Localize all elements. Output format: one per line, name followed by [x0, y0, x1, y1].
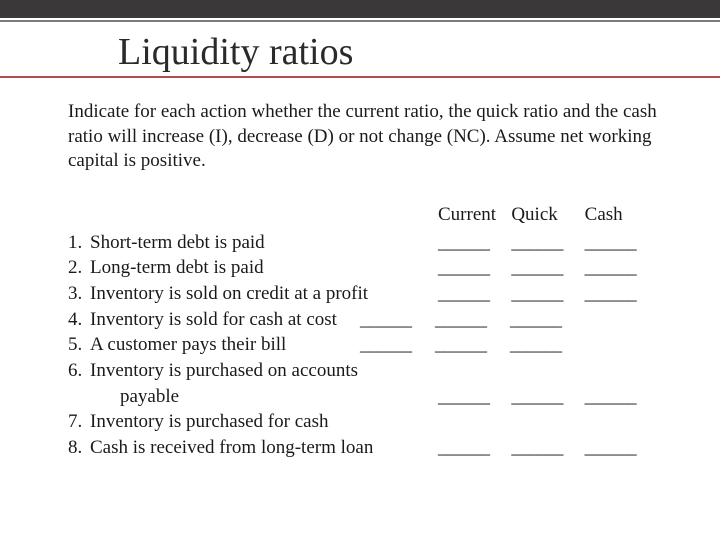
- row-label: Cash is received from long-term loan: [90, 435, 438, 461]
- row-label: A customer pays their bill: [90, 332, 360, 358]
- table-row: 4. Inventory is sold for cash at cost __…: [68, 307, 658, 333]
- table-row: 6. Inventory is purchased on accounts: [68, 358, 658, 384]
- row-label: Long-term debt is paid: [90, 255, 438, 281]
- row-label-cont: payable: [90, 384, 438, 410]
- row-label: Inventory is sold on credit at a profit: [90, 281, 438, 307]
- row-label: Inventory is purchased on accounts: [90, 358, 438, 384]
- blank-cell: ______: [510, 307, 585, 333]
- row-label: Short-term debt is paid: [90, 230, 438, 256]
- blank-cell: ______: [438, 281, 511, 307]
- header-cash: Cash: [585, 202, 658, 228]
- table-row: 2. Long-term debt is paid ______ ______ …: [68, 255, 658, 281]
- blank-cell: ______: [511, 255, 584, 281]
- table-row: 5. A customer pays their bill ______ ___…: [68, 332, 658, 358]
- row-number: 2.: [68, 255, 90, 281]
- ratio-table: Current Quick Cash 1. Short-term debt is…: [68, 202, 658, 460]
- header-quick: Quick: [511, 202, 584, 228]
- blank-cell: ______: [438, 255, 511, 281]
- blank-cell: ______: [435, 332, 510, 358]
- blank-cell: ______: [510, 332, 585, 358]
- blank-cell: ______: [511, 435, 584, 461]
- intro-text: Indicate for each action whether the cur…: [68, 100, 658, 174]
- table-row: 8. Cash is received from long-term loan …: [68, 435, 658, 461]
- blank-cell: ______: [585, 435, 658, 461]
- header-current: Current: [438, 202, 511, 228]
- row-number: 8.: [68, 435, 90, 461]
- blank-cell: ______: [360, 307, 435, 333]
- row-number: 7.: [68, 409, 90, 435]
- row-number: 4.: [68, 307, 90, 333]
- blank-cell: ______: [585, 384, 658, 410]
- row-number: 3.: [68, 281, 90, 307]
- table-header-row: Current Quick Cash: [68, 202, 658, 228]
- header-spacer: [68, 202, 438, 228]
- table-row: 3. Inventory is sold on credit at a prof…: [68, 281, 658, 307]
- slide-title: Liquidity ratios: [0, 22, 720, 78]
- row-number: 1.: [68, 230, 90, 256]
- table-row-cont: payable ______ ______ ______: [68, 384, 658, 410]
- content-area: Indicate for each action whether the cur…: [0, 100, 720, 460]
- blank-cell: ______: [438, 384, 511, 410]
- blank-cell: ______: [511, 384, 584, 410]
- row-number: 5.: [68, 332, 90, 358]
- table-row: 7. Inventory is purchased for cash: [68, 409, 658, 435]
- blank-cell: ______: [511, 230, 584, 256]
- blank-cell: ______: [585, 230, 658, 256]
- row-label: Inventory is purchased for cash: [90, 409, 438, 435]
- row-label: Inventory is sold for cash at cost: [90, 307, 360, 333]
- blank-cell: ______: [438, 435, 511, 461]
- top-bar: [0, 0, 720, 18]
- blank-cell: ______: [360, 332, 435, 358]
- table-row: 1. Short-term debt is paid ______ ______…: [68, 230, 658, 256]
- blank-cell: ______: [438, 230, 511, 256]
- blank-cell: ______: [511, 281, 584, 307]
- row-number: 6.: [68, 358, 90, 384]
- blank-cell: ______: [585, 255, 658, 281]
- blank-cell: ______: [585, 281, 658, 307]
- blank-cell: ______: [435, 307, 510, 333]
